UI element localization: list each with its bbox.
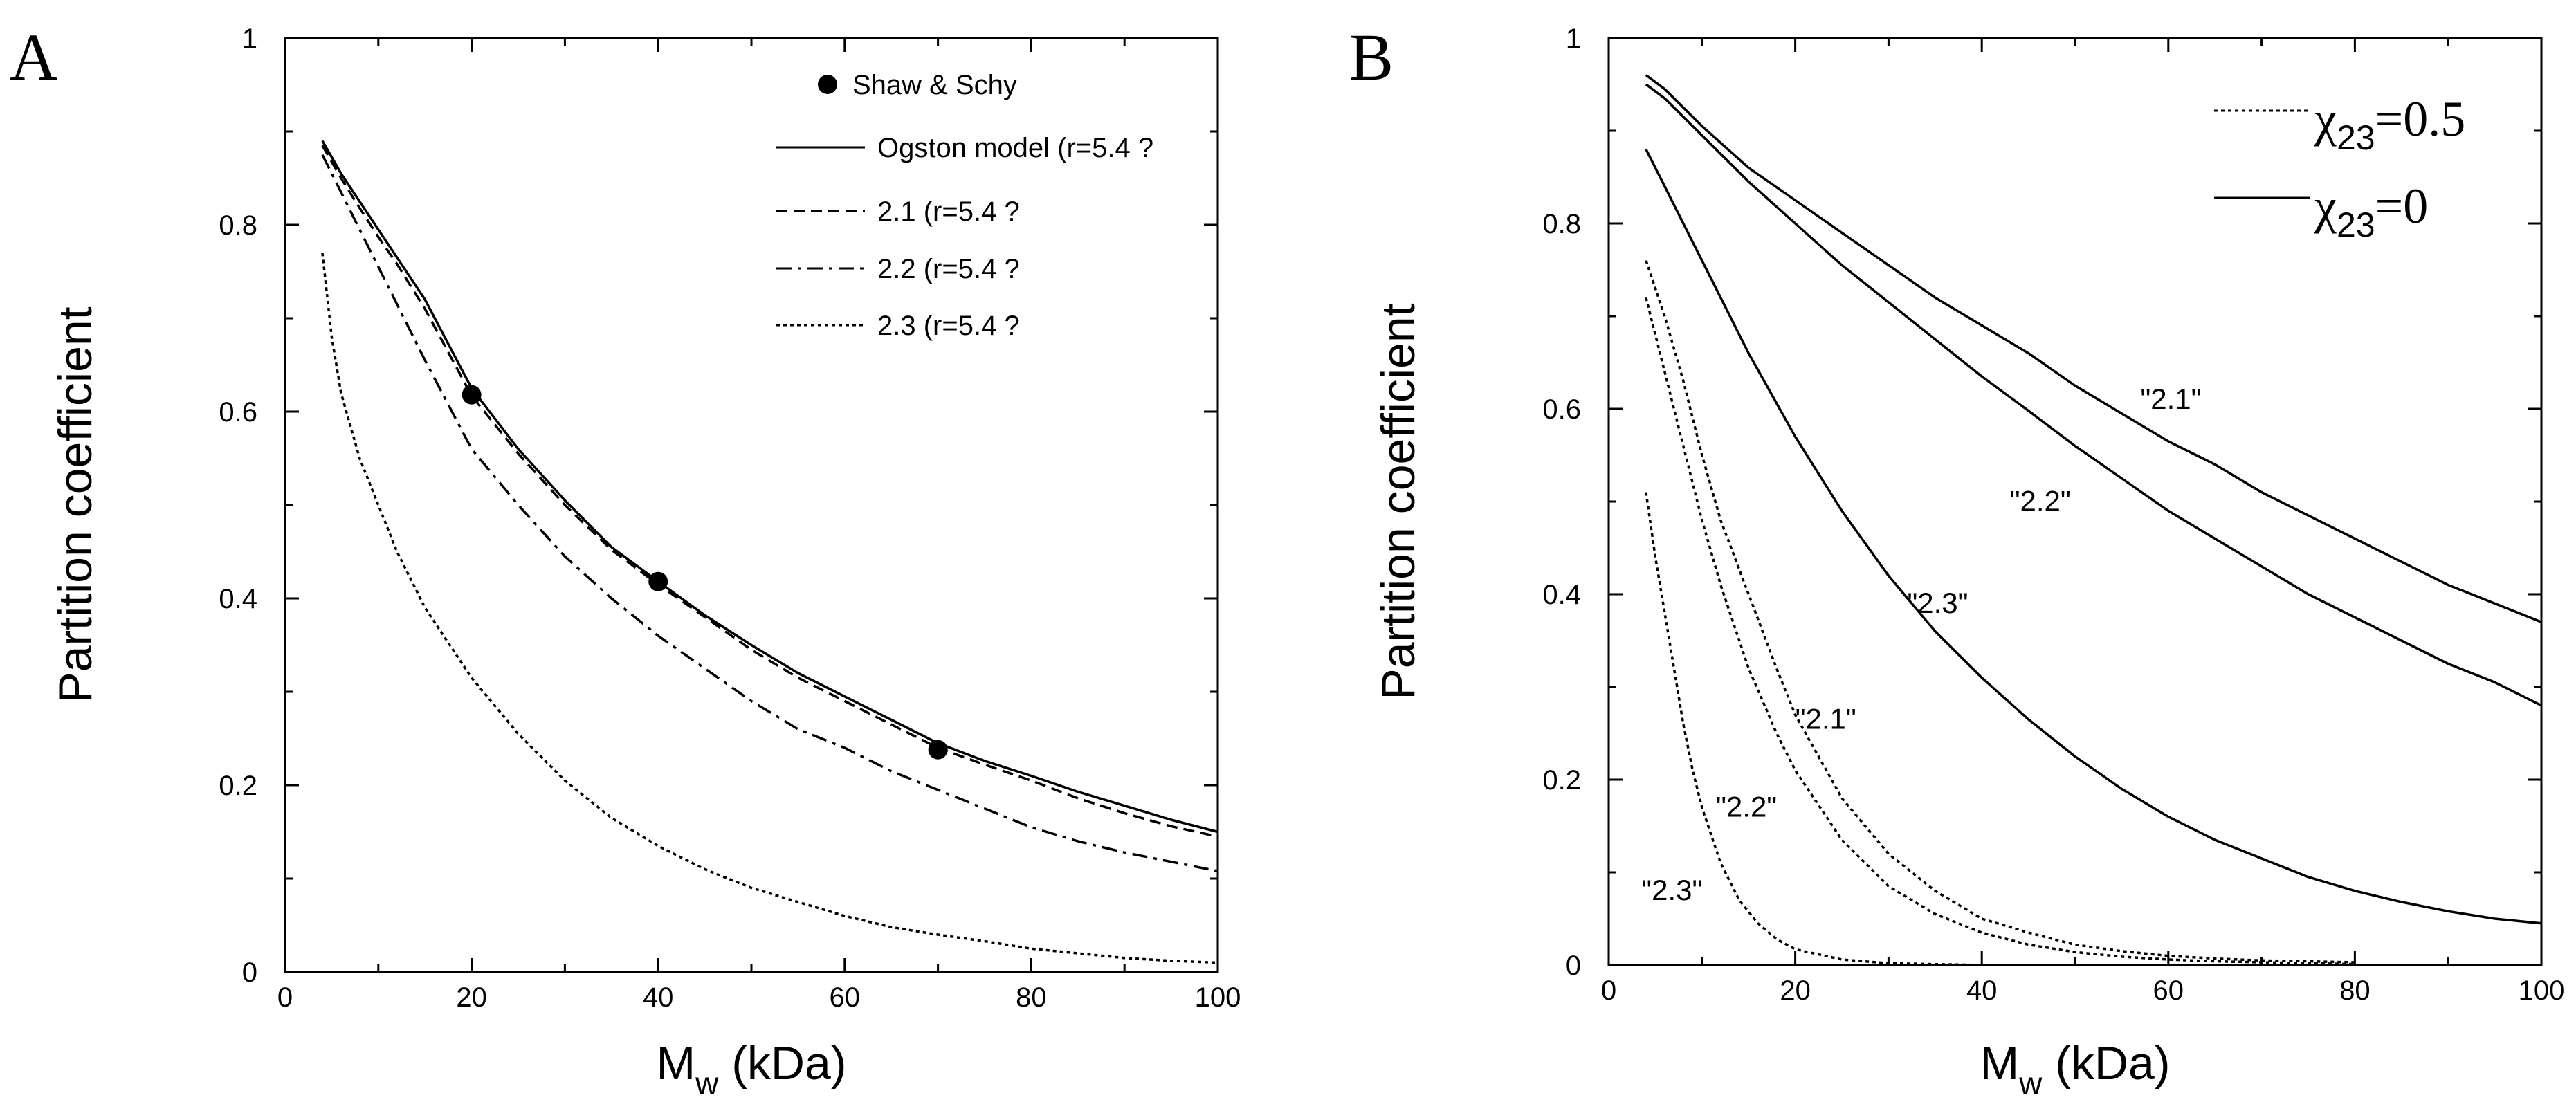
series-line-b-2 [1645, 149, 2542, 925]
y-tick-label: 0.6 [1542, 394, 1581, 425]
legend-label-2-2: 2.2 (r=5.4 ? [877, 254, 1020, 284]
curve-annotation: "2.2" [1716, 791, 1777, 823]
panel-a-plot-frame [284, 37, 1219, 973]
legend-label-2-3: 2.3 (r=5.4 ? [877, 311, 1020, 341]
panel-a-y-axis-label: Partition coefficient [49, 306, 102, 703]
legend-label-2-1: 2.1 (r=5.4 ? [877, 196, 1020, 227]
y-tick-label: 1 [1566, 24, 1581, 54]
panel-b-ticks [1607, 37, 2543, 966]
series-line-a-1 [321, 145, 1218, 838]
series-line-b-3 [1645, 260, 2355, 964]
y-tick-label: 1 [242, 24, 257, 54]
x-tick-label: 100 [1195, 982, 1241, 1013]
legend-label-chi-0-5: χ23=0.5 [2314, 91, 2465, 157]
curve-annotation: "2.3" [1641, 874, 1702, 906]
y-tick-label: 0.2 [1542, 765, 1581, 796]
panel-b-x-axis-label: Mw (kDa) [1980, 1037, 2171, 1101]
y-tick-label: 0.2 [219, 771, 257, 801]
x-tick-label: 80 [2339, 975, 2371, 1006]
legend-label-shaw-schy: Shaw & Schy [852, 70, 1017, 100]
curve-annotation: "2.1" [2140, 383, 2201, 415]
panel-b-plot-frame [1607, 37, 2543, 966]
panel-b-legend: χ23=0.5 χ23=0 [2214, 91, 2465, 244]
panel-a-ticks [284, 37, 1219, 973]
y-tick-label: 0.6 [219, 397, 257, 428]
series-line-b-1 [1645, 83, 2542, 707]
y-tick-label: 0.8 [1542, 209, 1581, 239]
x-tick-label: 100 [2519, 975, 2565, 1006]
data-point-shaw-schy [928, 740, 948, 760]
curve-annotation: "2.1" [1796, 702, 1856, 735]
y-tick-label: 0 [1566, 951, 1581, 981]
y-tick-label: 0.4 [1542, 580, 1581, 610]
panel-a-x-axis-label: Mw (kDa) [657, 1037, 847, 1101]
panel-a-tick-labels: 0 20 40 60 80 100 0 0.2 0.4 0.6 0.8 1 [219, 24, 1241, 1013]
series-line-a-2 [321, 154, 1218, 872]
legend-label-chi-0: χ23=0 [2314, 178, 2428, 244]
series-line-a-3 [321, 253, 1218, 964]
panel-a-series [321, 140, 1218, 964]
y-tick-label: 0.4 [219, 584, 257, 614]
x-tick-label: 0 [277, 982, 293, 1013]
panel-b-tick-labels: 0 20 40 60 80 100 0 0.2 0.4 0.6 0.8 1 [1542, 24, 2564, 1006]
legend-marker-shaw-schy [818, 75, 837, 94]
x-tick-label: 40 [643, 982, 674, 1013]
x-tick-label: 60 [830, 982, 861, 1013]
panel-b-series [1645, 74, 2542, 966]
series-line-b-4 [1645, 297, 2355, 966]
data-point-shaw-schy [648, 571, 668, 591]
x-tick-label: 0 [1601, 975, 1616, 1006]
x-tick-label: 20 [456, 982, 487, 1013]
legend-label-ogston: Ogston model (r=5.4 ? [877, 133, 1153, 163]
panel-b-letter: B [1349, 20, 1394, 94]
data-point-shaw-schy [462, 385, 482, 405]
y-tick-label: 0.8 [219, 210, 257, 241]
panel-a-points [462, 385, 948, 760]
x-tick-label: 80 [1016, 982, 1047, 1013]
panel-b-annotations: "2.1" "2.2" "2.3" "2.1" "2.2" "2.3" [1641, 383, 2201, 906]
series-line-a-0 [321, 140, 1218, 834]
panel-b-y-axis-label: Partition coefficient [1372, 303, 1425, 699]
curve-annotation: "2.2" [2010, 484, 2071, 517]
curve-annotation: "2.3" [1907, 587, 1968, 619]
x-tick-label: 60 [2153, 975, 2184, 1006]
series-line-b-0 [1645, 74, 2542, 623]
y-tick-label: 0 [242, 957, 257, 988]
panel-a: A 0 20 40 60 80 100 0 0.2 0.4 0.6 0.8 1 Mw (kDa) Pa… [10, 20, 1241, 1101]
panel-b: B 0 20 40 60 80 100 0 0.2 0.4 0.6 0.8 1 Mw (kDa) Pa… [1349, 20, 2564, 1101]
x-tick-label: 20 [1780, 975, 1811, 1006]
x-tick-label: 40 [1966, 975, 1998, 1006]
panel-a-letter: A [10, 20, 57, 94]
panel-a-legend: Shaw & Schy Ogston model (r=5.4 ? 2.1 (r… [776, 70, 1153, 341]
